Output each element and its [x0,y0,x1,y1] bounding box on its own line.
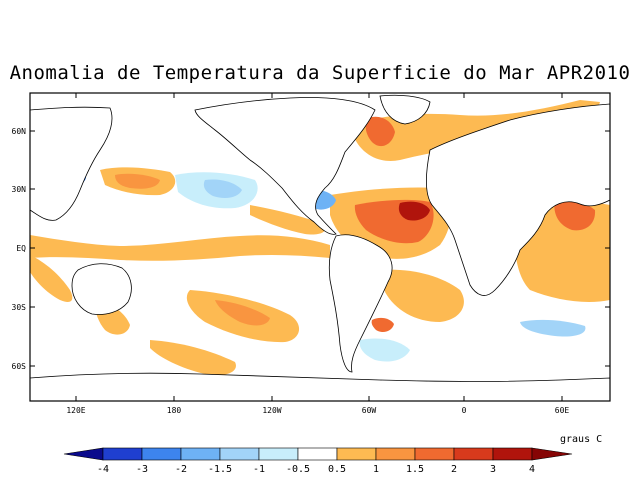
greenland [379,94,431,125]
colorbar-bin-1-15 [375,447,416,461]
colorbar-arrow-low [63,447,104,461]
colorbar-label: 1.5 [406,464,424,475]
colorbar-units: graus C [560,434,603,445]
colorbar-bin-m3-m2 [141,447,182,461]
lat-label-30s: 30S [12,303,27,312]
colorbar-bin-m15-m1 [219,447,260,461]
south-america [328,234,393,373]
lon-label-60w: 60W [362,406,377,415]
colorbar-label: -0.5 [286,464,310,475]
asia-west [30,106,113,221]
continents [30,94,610,401]
lat-label-30n: 30N [12,185,27,194]
warm-anomaly-far-south-pacific [150,340,236,376]
lon-label-60e: 60E [555,406,570,415]
warm-anomaly-labrador [365,116,395,147]
warm-anomaly-indian-ocean-core [554,199,596,231]
colorbar-label: -3 [136,464,148,475]
warm-anomaly-south-indian [30,255,73,302]
warm-anomaly-east-pacific-north [250,205,326,235]
colorbar [63,447,573,461]
latitude-axis: 60N 30N EQ 30S 60S [12,127,610,371]
lat-label-60n: 60N [12,127,27,136]
lon-label-120e: 120E [66,406,85,415]
anomaly-fields [30,100,610,376]
map-frame [29,92,611,402]
cool-anomaly-south-indian [520,319,586,337]
colorbar-label: -4 [97,464,109,475]
africa-eurasia [426,103,610,296]
north-america [194,97,376,235]
colorbar-labels: -4 -3 -2 -1.5 -1 -0.5 0.5 1 1.5 2 3 4 [97,464,535,475]
lat-label-eq: EQ [16,244,26,253]
map-title: Anomalia de Temperatura da Superficie do… [9,62,631,84]
warm-anomaly-south-pacific-core [215,300,270,326]
warm-anomaly-nw-pacific [115,173,160,189]
lon-label-120w: 120W [262,406,281,415]
colorbar-label: 2 [451,464,457,475]
warm-anomaly-tropical-atlantic-core [398,201,430,221]
colorbar-bin-2-3 [453,447,494,461]
colorbar-bin-m2-m15 [180,447,221,461]
colorbar-bin-m4-m3 [102,447,143,461]
lon-label-0: 0 [462,406,467,415]
colorbar-label: 1 [373,464,379,475]
colorbar-bin-m05-05 [297,447,338,461]
colorbar-bin-m1-m05 [258,447,299,461]
warm-anomaly-tropical-pacific [30,235,330,261]
colorbar-label: 3 [490,464,496,475]
colorbar-bin-3-4 [492,447,533,461]
colorbar-bin-15-2 [414,447,455,461]
lon-label-180: 180 [167,406,182,415]
colorbar-label: -2 [175,464,187,475]
warm-anomaly-south-atlantic-core [371,317,394,332]
cool-anomaly-south-atlantic [359,338,410,362]
warm-anomaly-south-atlantic [380,269,464,322]
antarctica [30,372,610,401]
colorbar-arrow-high [531,447,573,461]
colorbar-label: -1 [253,464,265,475]
colorbar-label: 4 [529,464,535,475]
colorbar-label: -1.5 [208,464,232,475]
longitude-axis: 120E 180 120W 60W 0 60E [66,93,569,415]
colorbar-label: 0.5 [328,464,346,475]
colorbar-bin-05-1 [336,447,377,461]
australia [71,263,132,315]
cool-anomaly-north-pacific-core [203,179,242,198]
lat-label-60s: 60S [12,362,27,371]
